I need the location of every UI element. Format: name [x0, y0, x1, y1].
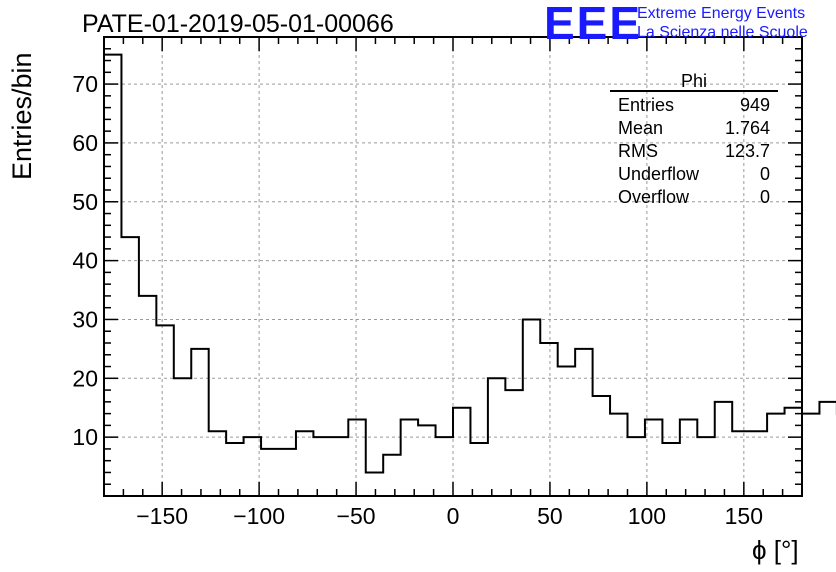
x-tick-labels: −150 −100 −50 0 50 100 150 — [136, 503, 763, 529]
stats-value: 0 — [759, 164, 770, 184]
axis-ticks — [103, 36, 803, 497]
x-tick-label: 50 — [537, 503, 563, 529]
stats-label: Underflow — [618, 164, 700, 184]
y-tick-labels: 10 20 30 40 50 60 70 — [72, 71, 98, 450]
eee-logo: EEE — [544, 0, 643, 49]
histogram-series — [103, 53, 836, 496]
x-tick-label: 150 — [725, 503, 763, 529]
stats-row-entries: Entries 949 — [610, 94, 778, 117]
x-tick-label: 100 — [628, 503, 666, 529]
grid-lines — [104, 37, 802, 496]
stats-label: RMS — [618, 141, 658, 161]
stats-row-mean: Mean 1.764 — [610, 117, 778, 140]
stats-box-title: Phi — [610, 72, 778, 92]
y-tick-label: 30 — [72, 306, 98, 332]
y-tick-label: 10 — [72, 424, 98, 450]
stats-label: Mean — [618, 118, 664, 138]
stats-value: 0 — [759, 187, 770, 207]
stats-value: 949 — [739, 95, 770, 115]
stats-row-underflow: Underflow 0 — [610, 163, 778, 186]
x-tick-label: −50 — [337, 503, 376, 529]
logo-caption: Extreme Energy Events La Scienza nelle S… — [637, 4, 808, 42]
logo-caption-line2: La Scienza nelle Scuole — [637, 24, 808, 41]
stats-box: Phi Entries 949 Mean 1.764 RMS 123.7 Und… — [610, 72, 778, 209]
x-axis-label: ϕ [°] — [752, 535, 799, 565]
stats-label: Overflow — [618, 187, 690, 207]
x-tick-label: 0 — [447, 503, 460, 529]
y-tick-label: 70 — [72, 71, 98, 97]
stats-value: 1.764 — [724, 118, 770, 138]
stats-row-rms: RMS 123.7 — [610, 140, 778, 163]
stats-value: 123.7 — [724, 141, 770, 161]
y-tick-label: 60 — [72, 130, 98, 156]
y-tick-label: 20 — [72, 365, 98, 391]
plot-title: PATE-01-2019-05-01-00066 — [82, 10, 394, 38]
logo-caption-line1: Extreme Energy Events — [637, 5, 806, 22]
stats-label: Entries — [618, 95, 675, 115]
y-tick-label: 40 — [72, 248, 98, 274]
stats-row-overflow: Overflow 0 — [610, 186, 778, 209]
x-tick-label: −150 — [136, 503, 188, 529]
y-tick-label: 50 — [72, 189, 98, 215]
x-tick-label: −100 — [233, 503, 285, 529]
